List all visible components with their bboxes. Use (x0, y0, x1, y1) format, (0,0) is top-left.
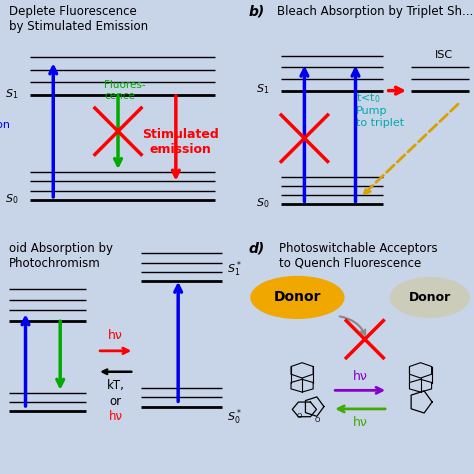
Text: $S_0$: $S_0$ (5, 191, 18, 206)
Ellipse shape (251, 276, 344, 319)
Text: hν: hν (108, 328, 123, 342)
Text: $S_1^*$: $S_1^*$ (227, 259, 242, 279)
Text: O: O (315, 417, 320, 423)
Text: $S_1$: $S_1$ (256, 82, 270, 96)
Text: $S_1$: $S_1$ (5, 87, 18, 101)
Text: hν: hν (109, 410, 123, 423)
Text: Fluores-
cence: Fluores- cence (104, 80, 146, 101)
Text: Donor: Donor (409, 291, 451, 304)
Text: ISC: ISC (435, 50, 453, 61)
Text: Deplete Fluorescence
by Stimulated Emission: Deplete Fluorescence by Stimulated Emiss… (9, 5, 148, 33)
Text: Donor: Donor (273, 291, 321, 304)
Text: hν: hν (353, 370, 367, 383)
FancyArrowPatch shape (365, 104, 458, 193)
Text: ion: ion (0, 120, 10, 130)
Text: Bleach Absorption by Triplet Sh...: Bleach Absorption by Triplet Sh... (276, 5, 473, 18)
FancyArrowPatch shape (340, 317, 365, 335)
Text: Photoswitchable Acceptors
to Quench Fluorescence: Photoswitchable Acceptors to Quench Fluo… (279, 242, 438, 270)
Text: kT,: kT, (107, 379, 125, 392)
Text: d): d) (249, 242, 265, 255)
Text: or: or (109, 395, 122, 408)
Text: Stimulated
emission: Stimulated emission (142, 128, 219, 156)
Text: oid Absorption by
Photochromism: oid Absorption by Photochromism (9, 242, 113, 270)
Text: $S_0$: $S_0$ (256, 196, 270, 210)
Text: b): b) (249, 5, 265, 18)
Ellipse shape (390, 278, 469, 317)
Text: $S_0^*$: $S_0^*$ (227, 408, 242, 428)
Text: O: O (296, 413, 301, 419)
Text: hν: hν (353, 416, 367, 429)
Text: t<t$_0$
Pump
to triplet: t<t$_0$ Pump to triplet (356, 91, 404, 128)
